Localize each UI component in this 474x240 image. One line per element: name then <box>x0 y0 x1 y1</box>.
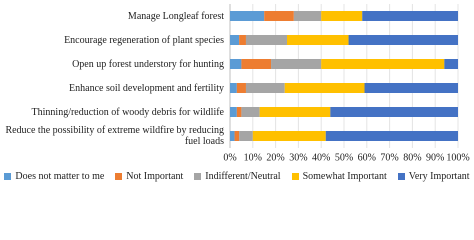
legend-item: Very Important <box>397 171 470 182</box>
legend-label: Very Important <box>408 171 470 182</box>
bar-segment <box>271 59 322 69</box>
bar-segment <box>330 107 458 117</box>
legend-label: Not Important <box>126 171 184 182</box>
bar-segment <box>241 59 272 69</box>
x-tick-label: 60% <box>358 152 376 163</box>
legend-item: Indifferent/Neutral <box>194 171 281 182</box>
bar-segment <box>364 83 458 93</box>
legend-item: Somewhat Important <box>291 171 387 182</box>
legend-label: Indifferent/Neutral <box>205 171 281 182</box>
legend-label: Somewhat Important <box>302 171 387 182</box>
bar-segment <box>444 59 458 69</box>
legend-label: Does not matter to me <box>15 171 105 182</box>
bar-segment <box>325 131 458 141</box>
category-label: Reduce the possibility of extreme wildfi… <box>5 125 224 147</box>
legend-swatch <box>291 173 299 180</box>
x-tick-label: 100% <box>446 152 469 163</box>
legend-swatch <box>4 173 12 180</box>
bar-segment <box>245 35 287 45</box>
bar-segment <box>284 83 365 93</box>
legend-swatch <box>397 173 405 180</box>
bar-segment <box>236 83 246 93</box>
x-tick-label: 0% <box>223 152 236 163</box>
bar-segment <box>239 131 253 141</box>
legend-swatch <box>115 173 123 180</box>
bar-segment <box>287 35 349 45</box>
legend-item: Does not matter to me <box>4 171 104 182</box>
x-tick-label: 10% <box>244 152 262 163</box>
bar-segment <box>259 107 331 117</box>
bar-segment <box>236 107 242 117</box>
bar-segment <box>321 11 363 21</box>
bar-segment <box>245 83 285 93</box>
bar-segment <box>321 59 445 69</box>
category-label: Enhance soil development and fertility <box>69 82 224 94</box>
category-label: Encourage regeneration of plant species <box>64 34 224 46</box>
bar-segment <box>293 11 322 21</box>
bar-segment <box>230 59 242 69</box>
x-tick-label: 30% <box>289 152 307 163</box>
x-tick-label: 70% <box>380 152 398 163</box>
plot: 0% 10% 20% 30% 40% 50% 60% 70% 80% 90% 100% <box>223 4 470 163</box>
legend: Does not matter to me Not Important Indiff… <box>0 171 474 182</box>
bar-segment <box>230 83 237 93</box>
bar-segment <box>362 11 458 21</box>
x-tick-label: 90% <box>426 152 444 163</box>
category-label: Manage Longleaf forest <box>127 10 224 22</box>
bar-segment <box>234 131 240 141</box>
x-tick-label: 40% <box>312 152 330 163</box>
legend-swatch <box>194 173 202 180</box>
legend-item: Not Important <box>115 171 183 182</box>
bar-segment <box>239 35 246 45</box>
x-tick-label: 80% <box>403 152 421 163</box>
bar-segment <box>230 11 265 21</box>
category-label: Open up forest understory for hunting <box>72 58 224 70</box>
category-label: Thinning/reduction of woody debris for w… <box>31 106 224 118</box>
bar-segment <box>230 131 235 141</box>
bar-segment <box>230 107 237 117</box>
bar-segment <box>348 35 458 45</box>
bar-segment <box>241 107 260 117</box>
bar-segment <box>252 131 326 141</box>
chart: 0% 10% 20% 30% 40% 50% 60% 70% 80% 90% 100% Does n… <box>0 4 474 182</box>
bar-segment <box>230 35 240 45</box>
x-tick-label: 20% <box>266 152 284 163</box>
bar-segment <box>264 11 294 21</box>
x-tick-label: 50% <box>335 152 353 163</box>
